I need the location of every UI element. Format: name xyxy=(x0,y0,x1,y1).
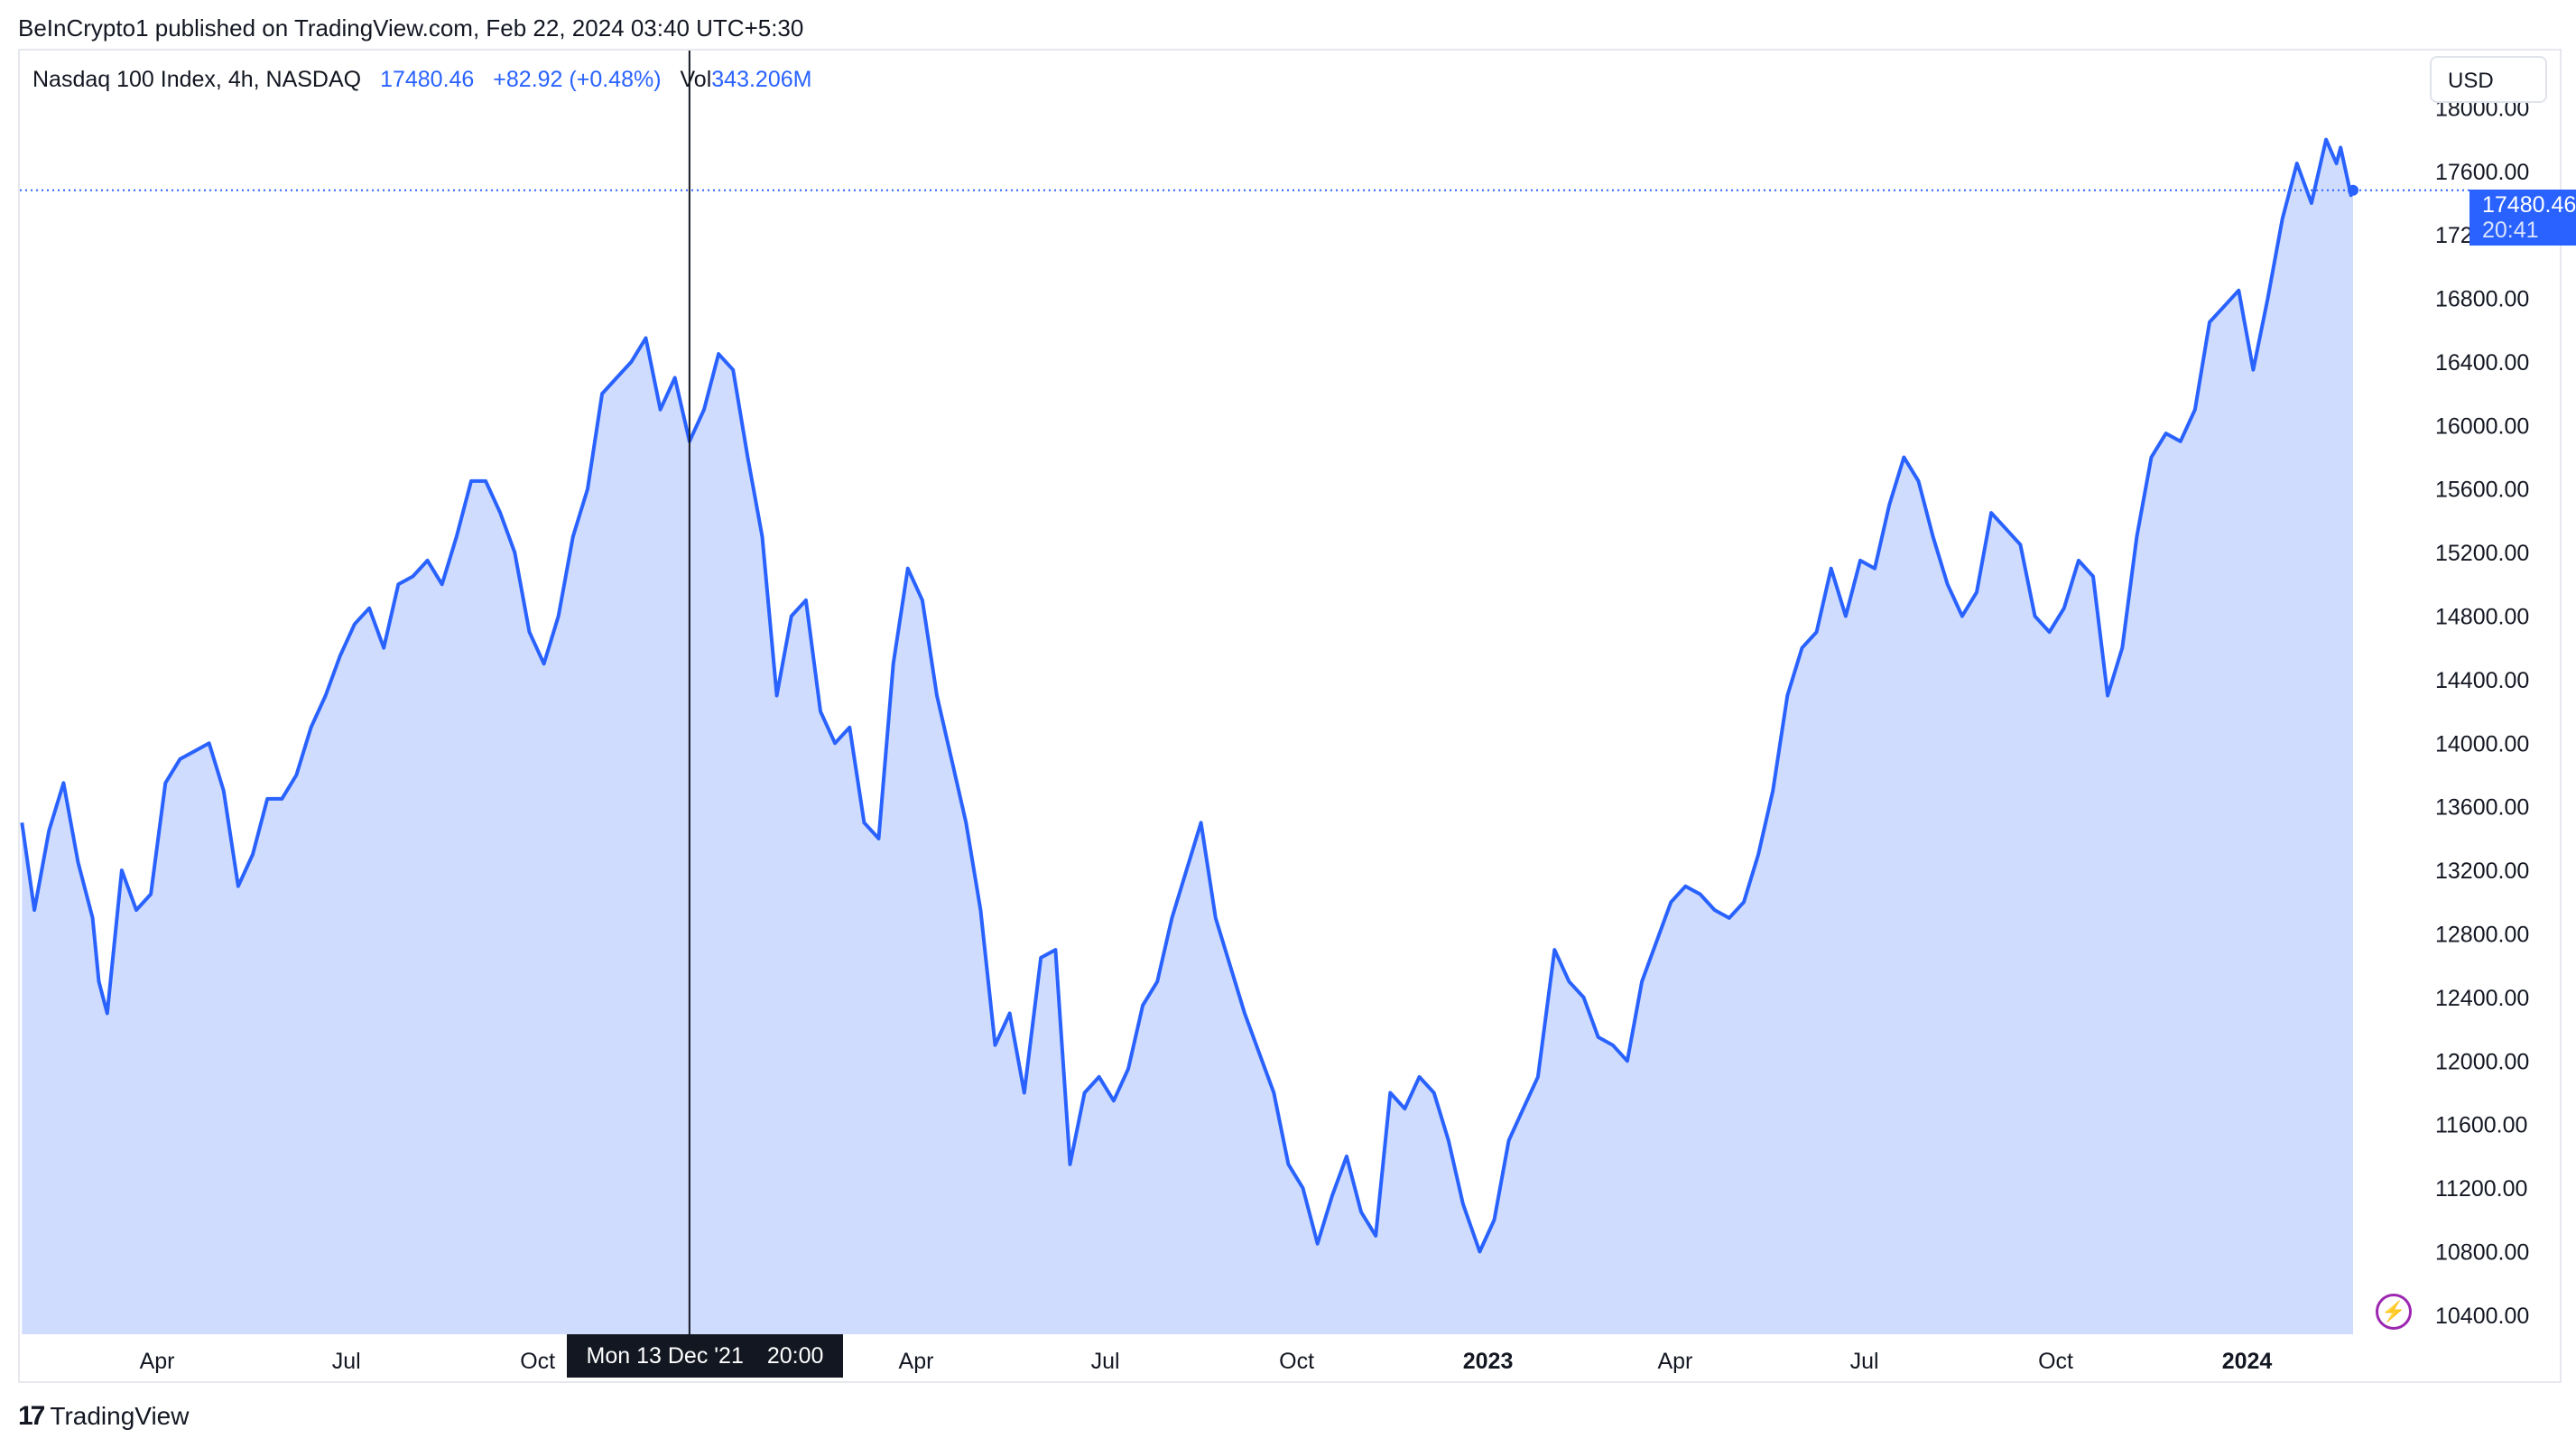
last-price-dot xyxy=(2348,184,2359,196)
y-tick-label: 11200.00 xyxy=(2435,1176,2527,1202)
chart-frame xyxy=(18,49,2562,1383)
y-tick-label: 15600.00 xyxy=(2435,478,2529,503)
crosshair-date: Mon 13 Dec '21 xyxy=(586,1343,744,1369)
volume-value: 343.206M xyxy=(711,67,812,92)
brand-name: TradingView xyxy=(50,1402,190,1430)
x-tick-label: Jul xyxy=(1850,1349,1879,1374)
crosshair-time: 20:00 xyxy=(766,1343,824,1369)
x-tick-label: Jul xyxy=(1091,1349,1120,1374)
y-tick-label: 17600.00 xyxy=(2435,160,2529,185)
series-line xyxy=(20,137,2355,1254)
x-tick-label: Apr xyxy=(899,1349,934,1374)
y-tick-label: 11600.00 xyxy=(2435,1113,2527,1138)
legend-change: +82.92 (+0.48%) xyxy=(493,67,662,92)
y-tick-label: 14400.00 xyxy=(2435,668,2529,693)
y-tick-label: 14800.00 xyxy=(2435,605,2529,630)
currency-button[interactable]: USD xyxy=(2430,56,2547,103)
x-tick-label: Oct xyxy=(520,1349,555,1374)
y-tick-label: 13600.00 xyxy=(2435,795,2529,821)
tv-logo-icon: 17 xyxy=(18,1401,45,1431)
tradingview-logo[interactable]: 17 TradingView xyxy=(18,1401,189,1432)
y-tick-label: 16000.00 xyxy=(2435,413,2529,439)
x-tick-label: Oct xyxy=(1279,1349,1314,1374)
x-tick-label: Apr xyxy=(140,1349,175,1374)
volume-label: Vol xyxy=(680,67,712,92)
lightning-icon[interactable]: ⚡ xyxy=(2376,1294,2412,1330)
x-tick-label: Jul xyxy=(332,1349,361,1374)
publisher-caption: BeInCrypto1 published on TradingView.com… xyxy=(18,14,804,42)
y-tick-label: 15200.00 xyxy=(2435,541,2529,566)
x-tick-label: 2024 xyxy=(2222,1349,2273,1374)
y-tick-label: 12800.00 xyxy=(2435,923,2529,948)
y-tick-label: 13200.00 xyxy=(2435,859,2529,884)
y-tick-label: 10400.00 xyxy=(2435,1304,2529,1329)
x-tick-label: Oct xyxy=(2038,1349,2073,1374)
last-price-value: 17480.46 xyxy=(2482,192,2576,218)
symbol-legend[interactable]: Nasdaq 100 Index, 4h, NASDAQ 17480.46 +8… xyxy=(32,67,824,93)
y-tick-label: 10800.00 xyxy=(2435,1239,2529,1265)
crosshair-date-label: Mon 13 Dec '21 20:00 xyxy=(567,1334,843,1378)
bar-countdown: 20:41 xyxy=(2482,218,2539,243)
symbol-title[interactable]: Nasdaq 100 Index, 4h, NASDAQ xyxy=(32,67,362,92)
y-tick-label: 16400.00 xyxy=(2435,350,2529,376)
area-fill xyxy=(22,139,2353,1335)
x-tick-label: Apr xyxy=(1657,1349,1692,1374)
last-price-tag: 17480.46 20:41 xyxy=(2469,190,2576,246)
y-tick-label: 14000.00 xyxy=(2435,731,2529,756)
y-tick-label: 12400.00 xyxy=(2435,986,2529,1011)
y-tick-label: 16800.00 xyxy=(2435,287,2529,312)
y-tick-label: 12000.00 xyxy=(2435,1049,2529,1074)
legend-price: 17480.46 xyxy=(380,67,475,92)
x-tick-label: 2023 xyxy=(1463,1349,1514,1374)
